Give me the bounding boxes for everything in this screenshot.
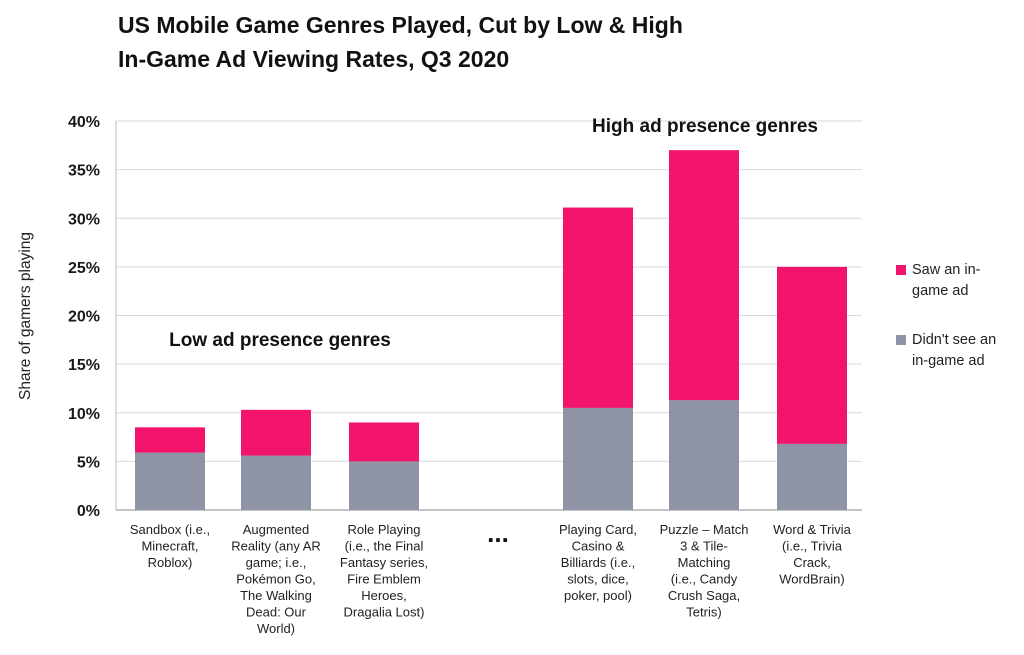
x-tick-label-line: Crush Saga, — [668, 588, 740, 603]
legend-label-saw-ad-line-1: Saw an in- — [912, 262, 981, 278]
chart-title-line-2: In-Game Ad Viewing Rates, Q3 2020 — [118, 46, 510, 72]
y-axis-label: Share of gamers playing — [17, 232, 34, 400]
y-tick-label: 20% — [68, 309, 100, 326]
bar-saw-ad — [563, 207, 633, 408]
x-tick-label-line: slots, dice, — [567, 572, 628, 587]
x-tick-label-line: poker, pool) — [564, 588, 632, 603]
y-tick-label: 40% — [68, 114, 100, 131]
annotation-low-ad-genres: Low ad presence genres — [169, 330, 391, 351]
bar-saw-ad — [349, 422, 419, 462]
x-tick-label-line: Billiards (i.e., — [561, 555, 635, 570]
x-tick-label-line: (i.e., Trivia — [782, 539, 843, 554]
bar-didnt-see-ad — [135, 452, 205, 510]
bar-didnt-see-ad — [563, 407, 633, 510]
bar-saw-ad — [241, 409, 311, 456]
chart-title: US Mobile Game Genres Played, Cut by Low… — [118, 8, 818, 76]
y-tick-label: 0% — [77, 503, 100, 520]
x-tick-label-line: 3 & Tile- — [680, 539, 728, 554]
bar-saw-ad — [777, 266, 847, 444]
y-tick-label: 35% — [68, 163, 100, 180]
bar-didnt-see-ad — [241, 455, 311, 510]
x-tick-label-line: (i.e., the Final — [345, 539, 424, 554]
y-tick-label: 10% — [68, 406, 100, 423]
x-tick-label: Playing Card, Casino & Billiards (i.e., slo… — [559, 522, 637, 603]
x-tick-label-line: Dead: Our — [246, 605, 307, 620]
x-tick-label-line: Augmented — [243, 522, 310, 537]
legend-label-no-ad-line-1: Didn't see an — [912, 332, 997, 348]
legend-label-saw-ad-line-2: game ad — [912, 283, 969, 299]
x-tick-label-line: WordBrain) — [779, 572, 845, 587]
x-tick-label-line: Fantasy series, — [340, 555, 428, 570]
x-tick-label-line: game; i.e., — [246, 555, 307, 570]
legend-swatch-no-ad — [896, 335, 906, 345]
bar-saw-ad — [669, 150, 739, 401]
x-tick-label-line: Minecraft, — [141, 539, 198, 554]
x-tick-label: Puzzle – Match 3 & Tile-Matching (i.e., Ca… — [660, 522, 749, 620]
annotation-high-ad-genres: High ad presence genres — [592, 116, 818, 137]
legend-swatch-saw-ad — [896, 265, 906, 275]
y-tick-label: 15% — [68, 357, 100, 374]
bar-didnt-see-ad — [669, 400, 739, 510]
chart-plot: 0% 5% 10% 15% 20% 25% 30% 35% 40% Share of gamers… — [17, 114, 862, 636]
x-tick-label-line: Casino & — [572, 539, 625, 554]
chart-title-line-1: US Mobile Game Genres Played, Cut by Low… — [118, 12, 683, 38]
legend-label-no-ad-line-2: in-game ad — [912, 353, 985, 369]
x-tick-label-line: Crack, — [793, 555, 831, 570]
x-tick-label-line: Matching — [678, 555, 731, 570]
x-tick-label: Sandbox (i.e., Minecraft, Roblox) — [130, 522, 210, 570]
x-tick-label-line: Pokémon Go, — [236, 572, 316, 587]
x-tick-label-line: Word & Trivia — [773, 522, 852, 537]
x-tick-label: Augmented Reality (any AR game; i.e., Pokém… — [231, 522, 321, 636]
y-tick-label: 5% — [77, 454, 100, 471]
x-tick-label-line: Fire Emblem — [347, 572, 421, 587]
x-tick-label-line: Dragalia Lost) — [344, 605, 425, 620]
x-tick-label-line: Heroes, — [361, 588, 407, 603]
x-tick-label: Word & Trivia (i.e., Trivia Crack, WordBrai… — [773, 522, 852, 587]
axis-break-ellipsis: ... — [487, 518, 509, 548]
bar-didnt-see-ad — [349, 461, 419, 510]
x-tick-label-line: The Walking — [240, 588, 312, 603]
x-tick-label-line: Reality (any AR — [231, 539, 321, 554]
bar-saw-ad — [135, 427, 205, 453]
x-tick-label-line: Playing Card, — [559, 522, 637, 537]
bar-didnt-see-ad — [777, 443, 847, 510]
x-tick-label-line: Tetris) — [686, 605, 721, 620]
x-tick-label-line: World) — [257, 621, 295, 636]
x-tick-label-line: Sandbox (i.e., — [130, 522, 210, 537]
x-tick-label: Role Playing (i.e., the Final Fantasy seri… — [340, 522, 428, 620]
y-tick-label: 30% — [68, 211, 100, 228]
x-tick-label-line: Puzzle – Match — [660, 522, 749, 537]
x-tick-label-line: (i.e., Candy — [671, 572, 738, 587]
x-tick-label-line: Role Playing — [348, 522, 421, 537]
x-tick-label-line: Roblox) — [148, 555, 193, 570]
y-tick-label: 25% — [68, 260, 100, 277]
